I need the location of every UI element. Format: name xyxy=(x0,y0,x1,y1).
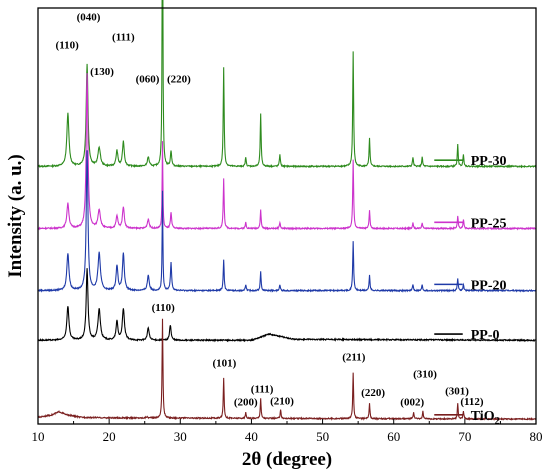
peak-label: (220) xyxy=(167,74,191,86)
x-axis: 10 20 30 40 50 60 70 80 xyxy=(32,419,543,444)
peak-label: (200) xyxy=(234,396,258,408)
peak-label: (111) xyxy=(251,383,274,395)
x-tick-label: 10 xyxy=(32,429,45,444)
series-tio2-line xyxy=(37,318,537,421)
series-pp-30-line xyxy=(37,0,537,169)
legend-label-text: PP-0 xyxy=(471,328,500,343)
series-pp-25-line xyxy=(37,73,537,231)
peak-label: (002) xyxy=(400,396,424,408)
x-tick-label: 40 xyxy=(245,429,258,444)
legend-label-pp-0: PP-0 xyxy=(471,328,500,343)
peak-label: (101) xyxy=(212,358,236,370)
legend-label-tio2: TiO2 xyxy=(471,409,500,427)
peak-label: (211) xyxy=(342,351,366,363)
series-pp-20-line xyxy=(37,150,537,293)
legend-label-pp-20: PP-20 xyxy=(471,278,507,293)
y-axis-title: Intensity (a. u.) xyxy=(5,154,26,278)
peak-label: (110) xyxy=(152,302,176,314)
legend-label-text: PP-25 xyxy=(471,216,507,231)
legend-label-subscript: 2 xyxy=(495,416,500,427)
peak-label: (310) xyxy=(413,369,437,381)
series-curves xyxy=(37,0,537,421)
legend-label-pp-30: PP-30 xyxy=(471,154,507,169)
legend-label-pp-25: PP-25 xyxy=(471,216,507,231)
x-tick-label: 60 xyxy=(387,429,400,444)
legend-label-text: PP-20 xyxy=(471,278,507,293)
peak-labels: (040) (110) (130) (111) (060) (220) (110) (101)… xyxy=(56,11,484,408)
x-axis-title: 2θ (degree) xyxy=(242,449,332,470)
peak-label: (130) xyxy=(90,66,114,78)
legend-label-text: PP-30 xyxy=(471,154,507,169)
peak-label: (220) xyxy=(361,387,385,399)
peak-label: (301) xyxy=(445,386,469,398)
x-tick-label: 30 xyxy=(174,429,187,444)
series-pp-0-line xyxy=(37,268,537,343)
peak-label: (110) xyxy=(56,39,80,51)
x-tick-label: 70 xyxy=(458,429,471,444)
peak-label: (111) xyxy=(112,31,135,43)
peak-label: (112) xyxy=(460,396,484,408)
x-tick-label: 80 xyxy=(530,429,543,444)
legend: PP-30 PP-25 PP-20 PP-0 TiO2 xyxy=(434,154,506,427)
peak-label: (040) xyxy=(77,11,101,23)
legend-label-text: TiO xyxy=(471,409,495,424)
x-tick-label: 50 xyxy=(316,429,329,444)
peak-label: (060) xyxy=(136,74,160,86)
peak-label: (210) xyxy=(270,396,294,408)
x-tick-label: 20 xyxy=(103,429,116,444)
